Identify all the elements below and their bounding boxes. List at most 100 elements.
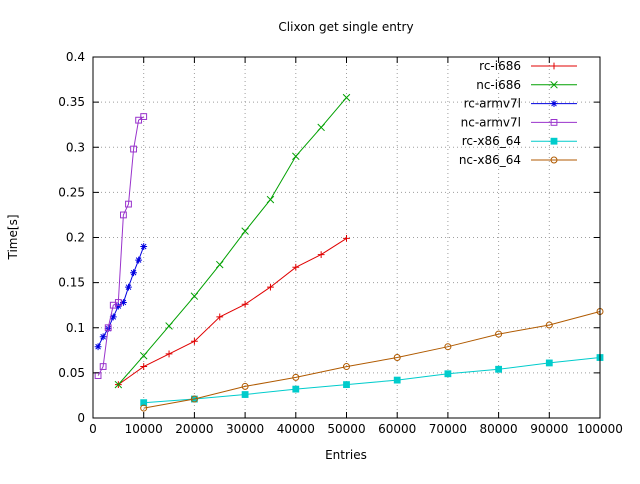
marker-square-open xyxy=(135,116,143,124)
marker-circle-open xyxy=(550,156,558,164)
marker-square-open xyxy=(125,200,132,208)
marker-plus xyxy=(267,283,274,291)
x-tick-label: 90000 xyxy=(530,422,568,436)
marker-asterisk xyxy=(109,313,117,321)
x-tick-label: 70000 xyxy=(429,422,467,436)
marker-plus xyxy=(343,235,350,242)
marker-square-open xyxy=(130,145,137,153)
marker-asterisk xyxy=(125,283,132,291)
marker-cross xyxy=(266,195,275,204)
series-line xyxy=(97,116,144,376)
marker-circle-open xyxy=(190,395,198,403)
tick-labels-layer: 0 10000 20000 30000 40000 50000 60000 70000 8000… xyxy=(58,50,623,436)
x-tick-label: 40000 xyxy=(277,422,315,436)
marker-cross xyxy=(165,322,173,330)
x-tick-label: 10000 xyxy=(125,422,163,436)
marker-square-open xyxy=(104,324,112,332)
marker-plus xyxy=(550,62,558,70)
legend-label: rc-x86_64 xyxy=(462,134,521,148)
marker-cross xyxy=(342,93,351,102)
y-tick-label: 0.05 xyxy=(58,366,85,380)
marker-square-filled xyxy=(550,137,558,145)
legend-entry-nc-armv7l: nc-armv7l xyxy=(461,115,577,129)
legend-entry-nc-i686: nc-i686 xyxy=(476,78,577,92)
x-tick-label: 30000 xyxy=(226,422,264,436)
marker-cross xyxy=(114,380,123,389)
marker-cross xyxy=(317,123,325,132)
marker-asterisk xyxy=(114,302,122,310)
legend-entry-rc-x86_64: rc-x86_64 xyxy=(462,134,577,148)
series-line xyxy=(143,357,601,404)
marker-plus xyxy=(216,313,224,321)
series-layer xyxy=(94,93,604,412)
legend-entry-rc-i686: rc-i686 xyxy=(479,59,577,73)
series-line xyxy=(117,97,347,385)
series-rc-armv7l xyxy=(94,243,148,351)
legend-label: nc-i686 xyxy=(476,78,521,92)
marker-circle-open xyxy=(241,382,249,390)
series-nc-x86_64 xyxy=(140,308,604,412)
legend-entry-nc-x86_64: nc-x86_64 xyxy=(459,153,577,167)
marker-plus xyxy=(292,263,300,271)
legend-layer: rc-i686 nc-i686 rc-armv7l nc-armv7l rc-x86_6… xyxy=(459,59,577,167)
marker-cross xyxy=(190,292,199,300)
marker-asterisk xyxy=(550,100,558,107)
legend-label: rc-i686 xyxy=(479,59,521,73)
marker-circle-open xyxy=(140,404,148,412)
marker-cross xyxy=(139,351,148,360)
marker-square-open xyxy=(140,113,148,120)
marker-cross xyxy=(241,227,249,235)
marker-circle-open xyxy=(545,321,553,329)
x-tick-label: 60000 xyxy=(378,422,416,436)
y-axis-label: Time[s] xyxy=(6,215,20,261)
y-tick-label: 0.35 xyxy=(58,95,85,109)
marker-asterisk xyxy=(94,343,102,351)
series-rc-i686 xyxy=(114,235,350,389)
marker-cross xyxy=(550,81,558,89)
marker-cross xyxy=(215,260,224,269)
marker-square-filled xyxy=(444,370,452,378)
axes-layer xyxy=(92,56,601,419)
marker-asterisk xyxy=(99,333,107,341)
marker-plus xyxy=(191,337,198,345)
series-line xyxy=(118,237,347,386)
x-tick-label: 0 xyxy=(89,422,97,436)
marker-square-open xyxy=(99,363,107,370)
x-axis-label: Entries xyxy=(325,448,367,462)
y-tick-label: 0.2 xyxy=(66,231,85,245)
marker-asterisk xyxy=(135,256,143,264)
marker-asterisk xyxy=(130,269,137,277)
y-tick-label: 0.1 xyxy=(66,321,85,335)
marker-cross xyxy=(292,152,300,161)
y-tick-label: 0.4 xyxy=(66,50,85,64)
marker-square-filled xyxy=(393,376,401,384)
marker-square-filled xyxy=(545,359,553,367)
x-tick-label: 100000 xyxy=(577,422,623,436)
series-line xyxy=(143,311,601,409)
marker-square-filled xyxy=(241,391,249,398)
legend-label: rc-armv7l xyxy=(464,97,521,111)
legend-entry-rc-armv7l: rc-armv7l xyxy=(464,97,577,111)
marker-square-open xyxy=(120,211,127,219)
marker-circle-open xyxy=(444,343,452,351)
marker-circle-open xyxy=(495,330,503,338)
chart-title: Clixon get single entry xyxy=(278,20,413,34)
x-tick-label: 20000 xyxy=(175,422,213,436)
marker-circle-open xyxy=(393,354,401,362)
y-tick-label: 0.25 xyxy=(58,185,85,199)
y-tick-label: 0.3 xyxy=(66,140,85,154)
x-tick-label: 80000 xyxy=(480,422,518,436)
marker-asterisk xyxy=(140,243,148,250)
y-tick-label: 0 xyxy=(77,411,85,425)
marker-square-open xyxy=(114,299,122,306)
marker-plus xyxy=(317,251,325,259)
marker-square-filled xyxy=(140,399,148,407)
marker-square-open xyxy=(550,119,558,126)
y-tick-label: 0.15 xyxy=(58,276,85,290)
marker-circle-open xyxy=(343,363,350,371)
legend-label: nc-armv7l xyxy=(461,115,521,129)
marker-circle-open xyxy=(292,373,300,381)
marker-square-filled xyxy=(343,381,350,389)
